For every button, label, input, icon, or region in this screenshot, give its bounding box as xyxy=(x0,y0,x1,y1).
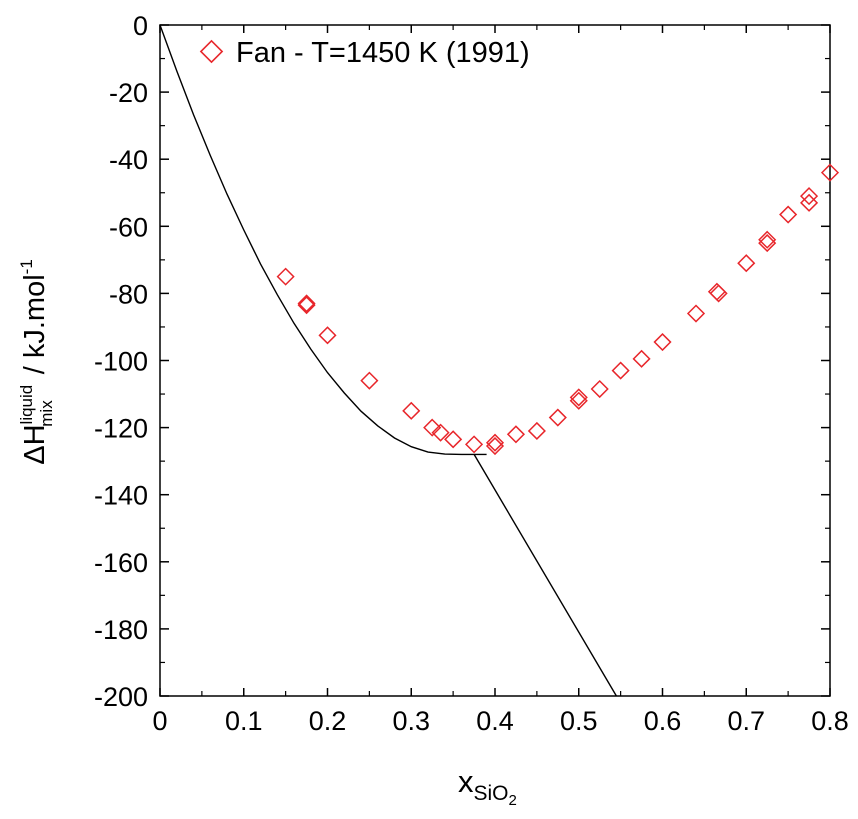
data-point xyxy=(709,284,728,303)
data-point xyxy=(779,205,798,224)
data-point xyxy=(611,361,630,380)
data-point xyxy=(590,379,609,399)
model-line-2 xyxy=(473,454,618,697)
y-axis-title-suffix: / kJ.mol xyxy=(19,274,51,382)
data-point xyxy=(465,435,484,454)
y-tick-label: -40 xyxy=(109,145,148,175)
model-curve xyxy=(159,24,618,697)
data-point xyxy=(506,425,525,444)
model-line-1 xyxy=(159,24,487,456)
x-tick-label: 0.7 xyxy=(727,706,765,736)
data-point xyxy=(758,230,777,249)
data-point xyxy=(758,234,777,253)
data-point xyxy=(485,436,505,456)
y-tick-label: -20 xyxy=(109,78,148,108)
data-point xyxy=(800,193,819,212)
y-axis-title-prefix: ΔH xyxy=(19,424,51,464)
x-tick-label: 0 xyxy=(152,706,167,736)
axis-ticks xyxy=(159,24,831,697)
x-axis-title: xSiO2 xyxy=(458,764,517,809)
data-point xyxy=(653,332,672,352)
y-tick-label: -100 xyxy=(94,347,148,377)
svg-text:xSiO2: xSiO2 xyxy=(458,764,517,809)
y-tick-label: 0 xyxy=(133,11,148,41)
tick-labels: 0 0.1 0.2 0.3 0.4 0.5 0.6 0.7 0.8 0 -20 -40 -60 -80 -1… xyxy=(94,11,849,736)
y-tick-label: -140 xyxy=(94,481,148,511)
y-axis-title: ΔHliquidmix / kJ.mol-1 xyxy=(17,259,56,465)
x-tick-label: 0.3 xyxy=(392,706,430,736)
data-point xyxy=(318,326,337,345)
y-tick-label: -200 xyxy=(94,682,148,712)
y-tick-label: -160 xyxy=(94,548,148,578)
data-point xyxy=(297,294,316,313)
data-point xyxy=(276,267,295,286)
x-tick-label: 0.1 xyxy=(225,706,263,736)
data-point xyxy=(569,388,588,407)
data-point xyxy=(297,296,316,315)
x-tick-label: 0.2 xyxy=(309,706,347,736)
x-axis-title-sub: SiO xyxy=(474,782,509,805)
data-point xyxy=(737,254,756,273)
legend-label: Fan - T=1450 K (1991) xyxy=(236,37,530,69)
svg-text:ΔHliquidmix / kJ.mol-1: ΔHliquidmix / kJ.mol-1 xyxy=(17,259,56,465)
data-point xyxy=(527,421,546,441)
y-tick-label: -180 xyxy=(94,615,148,645)
legend: Fan - T=1450 K (1991) xyxy=(199,37,530,69)
data-point xyxy=(632,349,651,368)
x-tick-label: 0.6 xyxy=(644,706,682,736)
data-point xyxy=(485,433,505,452)
data-point xyxy=(548,408,567,427)
y-tick-label: -80 xyxy=(109,279,148,309)
data-point xyxy=(402,401,421,420)
y-axis-title-sup: liquid xyxy=(17,385,36,425)
x-axis-title-subsub: 2 xyxy=(509,792,517,809)
data-point xyxy=(431,423,450,442)
data-point xyxy=(423,418,442,437)
data-point xyxy=(444,430,463,449)
legend-marker-diamond xyxy=(199,39,224,64)
plot-frame xyxy=(159,24,831,697)
x-tick-label: 0.8 xyxy=(811,706,849,736)
data-points xyxy=(276,163,840,456)
x-tick-label: 0.5 xyxy=(560,706,598,736)
data-point xyxy=(569,391,588,410)
y-tick-label: -60 xyxy=(109,212,148,242)
y-axis-title-unit-sup: -1 xyxy=(17,259,36,274)
data-point xyxy=(686,304,706,323)
y-tick-label: -120 xyxy=(94,414,148,444)
data-point xyxy=(820,163,840,182)
x-axis-title-main: x xyxy=(458,764,474,799)
y-axis-title-sub: mix xyxy=(37,400,56,427)
x-tick-label: 0.4 xyxy=(476,706,514,736)
data-point xyxy=(800,187,819,206)
data-point xyxy=(360,371,379,390)
